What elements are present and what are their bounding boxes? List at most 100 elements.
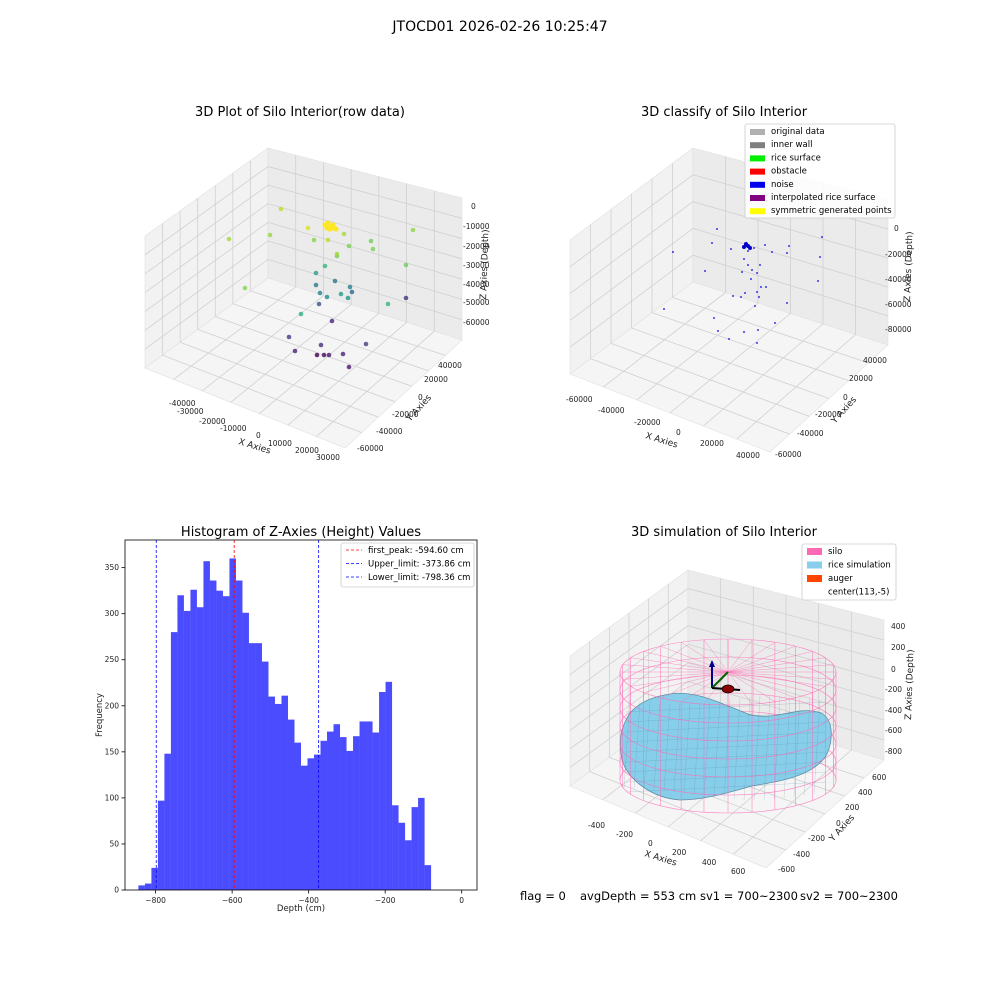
legend-label: interpolated rice surface xyxy=(771,193,876,203)
raw-x-tick: 10000 xyxy=(268,439,292,448)
histogram-bar xyxy=(190,589,197,890)
sim-x-tick: 0 xyxy=(648,839,653,848)
rice-surface-mesh xyxy=(623,695,827,800)
rice-mesh-line xyxy=(703,701,711,797)
raw-z-tick: -50000 xyxy=(463,298,490,307)
pane-gridline xyxy=(267,221,463,280)
auger-z-arrow xyxy=(709,660,715,667)
footer-sv2: sv2 = 700~2300 xyxy=(800,889,898,903)
y-tick-label: 0 xyxy=(114,886,119,895)
raw-data-point xyxy=(330,222,336,228)
silo-roof-spoke xyxy=(660,645,729,673)
raw-x-tick: -40000 xyxy=(169,399,196,408)
pane-gridline xyxy=(232,303,429,372)
silo-roof-spoke xyxy=(727,642,775,673)
raw-data-point xyxy=(341,231,347,237)
histogram-bar xyxy=(209,580,217,890)
sim-y-tick: 400 xyxy=(858,788,873,797)
sim-x-tick: 200 xyxy=(672,848,687,857)
raw-x-tick: -30000 xyxy=(177,407,204,416)
histogram-bar xyxy=(418,797,425,890)
legend-label: noise xyxy=(771,180,794,190)
histogram-bars xyxy=(138,558,432,890)
classify-y-ticks: 40000 20000 0 -20000 -40000 -60000 xyxy=(775,356,887,459)
classify-3d-plot: 3D classify of Silo Interior -60000 -400… xyxy=(566,105,915,460)
noise-point xyxy=(756,272,758,274)
legend-label: rice surface xyxy=(771,153,821,163)
legend-label: center(113,-5) xyxy=(828,588,889,598)
histogram-bar xyxy=(177,595,184,890)
silo-roof-spoke xyxy=(727,664,834,673)
noise-point xyxy=(751,269,753,271)
silo-roof-spoke xyxy=(727,671,753,705)
histogram-bar xyxy=(398,822,406,890)
pane-gridline xyxy=(569,625,689,713)
raw-data-point xyxy=(326,352,332,358)
histogram-legend: first_peak: -594.60 cm Upper_limit: -373.… xyxy=(340,542,475,588)
noise-point xyxy=(711,242,713,244)
classify-x-label: X Axies xyxy=(644,431,679,450)
raw-data-point xyxy=(267,232,273,238)
pane-gridline xyxy=(267,259,463,321)
silo-roof-spoke xyxy=(727,651,813,673)
noise-point xyxy=(728,338,730,340)
footer-flag: flag = 0 xyxy=(520,889,566,903)
pane-gridline xyxy=(733,749,852,855)
pane-gridline xyxy=(250,290,446,356)
histogram-bar xyxy=(294,742,301,890)
noise-point xyxy=(742,245,746,249)
histogram-reference-lines xyxy=(155,540,320,890)
sim-y-ticks: 600 400 200 0 -200 -400 -600 xyxy=(778,773,887,874)
pane-gridline xyxy=(201,295,324,392)
silo-roof-spoke xyxy=(681,642,729,673)
rice-mesh-line xyxy=(633,701,641,789)
y-tick-label: 100 xyxy=(105,793,120,802)
histogram-bar xyxy=(216,590,223,890)
raw-data-point xyxy=(325,237,331,243)
pane-gridline xyxy=(569,254,694,348)
raw-data-point xyxy=(292,348,298,354)
noise-point xyxy=(788,245,790,247)
pane-gridline xyxy=(144,221,269,312)
raw-data-point xyxy=(226,236,232,242)
rice-mesh-line xyxy=(625,741,827,753)
sim-y-label: Y Axies xyxy=(827,813,857,845)
legend-swatch xyxy=(750,155,765,162)
classify-y-tick: 40000 xyxy=(863,356,887,365)
raw-x-tick: 0 xyxy=(256,431,261,440)
noise-point xyxy=(747,250,749,252)
histogram-bar xyxy=(170,632,178,890)
raw-data-point xyxy=(349,289,355,295)
raw-x-tick: -10000 xyxy=(220,424,247,433)
rice-mesh-line xyxy=(813,700,821,794)
raw-z-tick: -60000 xyxy=(463,318,490,327)
classify-z-tick: -40000 xyxy=(885,275,912,284)
raw-data-point xyxy=(333,226,339,232)
y-tick-label: 350 xyxy=(105,563,120,572)
raw-z-label: Z Axies (Depth) xyxy=(479,229,491,300)
x-tick-label: −200 xyxy=(375,896,396,905)
raw-data-point xyxy=(318,342,324,348)
raw-y-tick: -20000 xyxy=(392,410,419,419)
rice-mesh-line xyxy=(625,701,827,713)
noise-point xyxy=(764,244,766,246)
raw-data-point xyxy=(368,238,374,244)
y-tick-label: 150 xyxy=(105,747,120,756)
pane-gridline xyxy=(569,174,694,268)
pane-gridline xyxy=(569,662,689,750)
pane-gridline xyxy=(259,313,380,415)
footer-avg-depth: avgDepth = 553 cm xyxy=(580,889,696,903)
y-tick-label: 200 xyxy=(105,701,120,710)
pane-gridline xyxy=(144,203,269,293)
sim-z-tick: 400 xyxy=(891,622,906,631)
x-tick-label: −400 xyxy=(298,896,319,905)
raw-data-point xyxy=(370,246,376,252)
simulation-plot-title: 3D simulation of Silo Interior xyxy=(631,525,818,540)
pane-gridline xyxy=(687,606,885,661)
raw-pane-floor xyxy=(144,277,463,449)
rice-mesh-line xyxy=(733,697,741,800)
raw-data-point xyxy=(298,311,304,317)
noise-point xyxy=(740,296,742,298)
classify-y-tick: -60000 xyxy=(775,450,802,459)
raw-data-point xyxy=(410,227,416,233)
